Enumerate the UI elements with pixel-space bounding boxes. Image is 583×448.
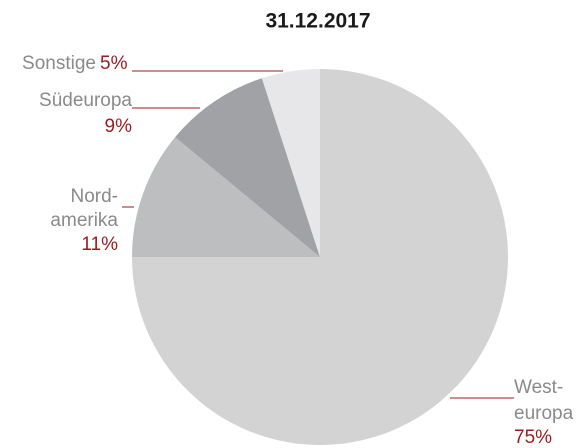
slice-label: Südeuropa — [39, 90, 132, 111]
slice-label: Sonstige — [22, 53, 96, 74]
slice-label: West- — [514, 377, 563, 398]
value-label: 11% — [81, 234, 118, 255]
value-label: 75% — [514, 427, 552, 448]
slice-label: europa — [514, 403, 574, 424]
value-label: 5% — [100, 53, 128, 74]
slice-label: amerika — [50, 210, 118, 231]
pie-slice — [175, 78, 320, 257]
slice-label: Nord- — [70, 186, 118, 207]
chart-title: 31.12.2017 — [265, 10, 370, 33]
pie-slice — [261, 69, 320, 257]
value-label: 9% — [105, 116, 133, 137]
pie-slice — [132, 137, 320, 257]
